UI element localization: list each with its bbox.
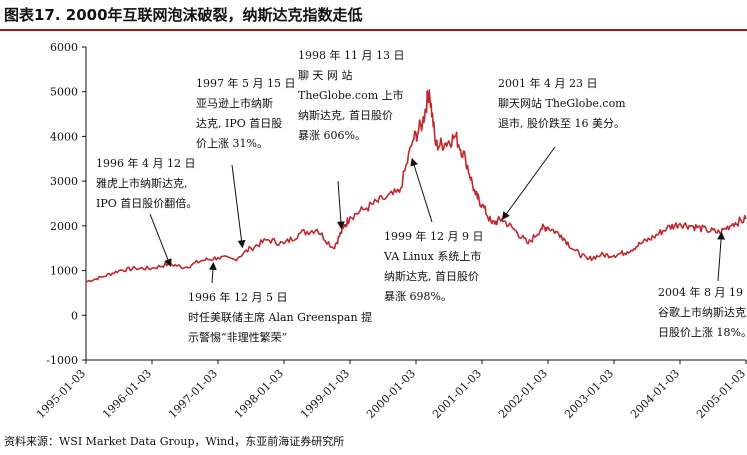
annotation: 1998 年 11 月 13 日聊 天 网 站 TheGlobe.com 上市 纳斯… [298, 46, 404, 146]
annotation: 2004 年 8 月 19 日谷歌上市纳斯达克, 日股价上涨 18%。 [658, 283, 747, 343]
annotation-line: IPO 首日股价翻倍。 [96, 197, 198, 210]
annotation-line: 纳斯达克, 首日股价 [384, 270, 479, 283]
title-rule [0, 29, 747, 31]
annotation: 1999 年 12 月 9 日 VA Linux 系统上市 纳斯达克, 首日股价 暴涨… [384, 227, 483, 307]
y-tick-label: 3000 [50, 175, 78, 188]
annotation-line: 聊天网站 TheGlobe.com [498, 97, 626, 110]
x-tick-label: 1998-01-03 [232, 367, 286, 421]
annotation-line: 价上涨 31%。 [196, 137, 268, 150]
annotation-line: 亚马逊上市纳斯 [196, 97, 273, 110]
x-tick-label: 2001-01-03 [430, 367, 484, 421]
annotation-line: 1996 年 4 月 12 日 [96, 157, 196, 170]
annotation-line: 1997 年 5 月 15 日 [196, 77, 296, 90]
x-tick-label: 2003-01-03 [562, 367, 616, 421]
x-tick-label: 2000-01-03 [364, 367, 418, 421]
x-tick-label: 1995-01-03 [34, 367, 88, 421]
annotation: 1996 年 4 月 12 日雅虎上市纳斯达克, IPO 首日股价翻倍。 [96, 154, 197, 214]
y-tick-label: -1000 [46, 354, 78, 367]
annotation-line: 2001 年 4 月 23 日 [498, 77, 598, 90]
annotation-arrow [231, 164, 246, 249]
annotation-arrow [717, 231, 726, 282]
annotation-line: 1998 年 11 月 13 日 [298, 49, 405, 62]
x-tick-label: 1999-01-03 [298, 367, 352, 421]
source-note: 资料来源：WSI Market Data Group，Wind，东亚前海证券研究… [4, 435, 345, 448]
annotation-line: 暴涨 606%。 [298, 129, 366, 142]
x-tick-label: 2002-01-03 [496, 367, 550, 421]
annotation-line: 示警惕“非理性繁荣” [188, 331, 288, 344]
annotation-line: 聊 天 网 站 [298, 69, 353, 82]
annotation-arrow [501, 146, 556, 220]
annotation-arrow [149, 213, 172, 268]
annotation-line: 雅虎上市纳斯达克, [96, 177, 188, 190]
annotation-line: 2004 年 8 月 19 日 [658, 286, 747, 299]
nasdaq-line [85, 89, 747, 283]
x-tick-label: 2005-01-03 [694, 367, 747, 421]
annotation-arrow [410, 157, 433, 223]
annotation-line: 日股价上涨 18%。 [658, 326, 747, 339]
annotation: 2001 年 4 月 23 日聊天网站 TheGlobe.com 退市, 股价跌至… [498, 74, 626, 134]
x-tick-label: 1997-01-03 [166, 367, 220, 421]
annotation-line: 时任美联储主席 Alan Greenspan 提 [188, 311, 373, 324]
y-tick-label: 0 [71, 309, 78, 322]
y-tick-label: 5000 [50, 86, 78, 99]
annotation-line: 纳斯达克, 首日股价 [298, 109, 393, 122]
x-tick-label: 2004-01-03 [628, 367, 682, 421]
annotation: 1996 年 12 月 5 日时任美联储主席 Alan Greenspan 提示… [188, 288, 372, 348]
annotation-line: 1996 年 12 月 5 日 [188, 291, 288, 304]
annotation-line: 退市, 股价跌至 16 美分。 [498, 117, 625, 130]
y-tick-label: 6000 [50, 41, 78, 54]
annotation: 1997 年 5 月 15 日亚马逊上市纳斯 达克, IPO 首日股 价上涨 31%… [196, 74, 295, 154]
y-tick-label: 2000 [50, 220, 78, 233]
x-tick-label: 1996-01-03 [100, 367, 154, 421]
annotation-line: 达克, IPO 首日股 [196, 117, 283, 130]
annotation-line: 暴涨 698%。 [384, 290, 452, 303]
y-tick-label: 4000 [50, 130, 78, 143]
annotation-line: VA Linux 系统上市 [384, 250, 482, 263]
y-tick-label: 1000 [50, 265, 78, 278]
annotation-line: 谷歌上市纳斯达克, [658, 306, 747, 319]
annotation-line: 1999 年 12 月 9 日 [384, 230, 484, 243]
chart-title: 图表17. 2000年互联网泡沫破裂，纳斯达克指数走低 [4, 6, 363, 24]
annotation-arrow [336, 180, 345, 230]
annotation-arrow [208, 261, 217, 284]
annotation-line: TheGlobe.com 上市 [298, 89, 404, 102]
